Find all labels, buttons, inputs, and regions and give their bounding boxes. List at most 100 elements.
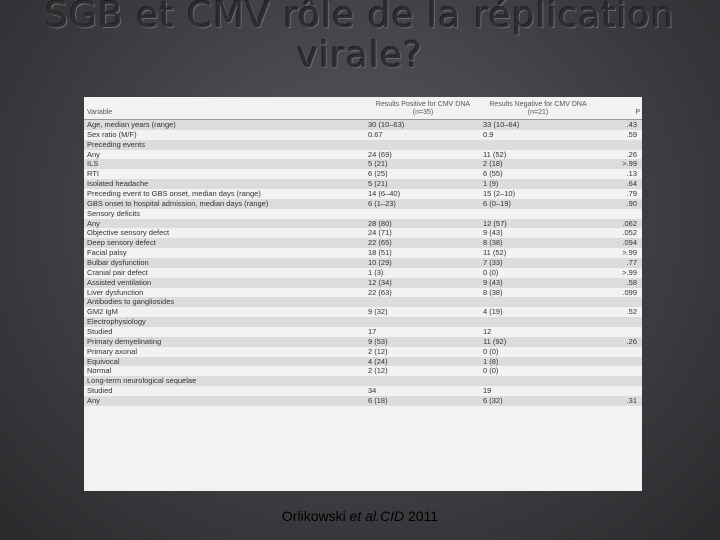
cell-positive: 10 (29) — [365, 258, 480, 268]
cell-variable: Sex ratio (M/F) — [84, 129, 365, 140]
cell-positive: 9 (53) — [365, 336, 480, 347]
cell-p — [595, 327, 642, 337]
cell-p: .13 — [595, 169, 642, 180]
cell-p — [595, 317, 642, 328]
table-row: Antibodies to gangliosides — [84, 297, 642, 308]
cell-p — [595, 346, 642, 357]
table-row: Preceding events — [84, 139, 642, 150]
table-row: GM2 IgM 9 (32) 4 (19) .52 — [84, 307, 642, 318]
cell-positive: 2 (12) — [365, 366, 480, 377]
cell-negative: 4 (19) — [480, 307, 595, 318]
table-row: GBS onset to hospital admission, median … — [84, 198, 642, 209]
cell-variable: Facial palsy — [84, 248, 365, 259]
table-row: Electrophysiology — [84, 317, 642, 328]
table-row: Any 28 (80) 12 (57) .062 — [84, 218, 642, 229]
cell-negative: 11 (92) — [480, 336, 595, 347]
cell-variable: Deep sensory defect — [84, 238, 365, 249]
cell-p: .43 — [595, 119, 642, 130]
cell-p: .77 — [595, 258, 642, 268]
table-row: Cranial pair defect 1 (3) 0 (0) >.99 — [84, 267, 642, 278]
cell-positive: 28 (80) — [365, 218, 480, 229]
cell-p — [595, 376, 642, 387]
cell-p: .52 — [595, 307, 642, 318]
cell-variable: Studied — [84, 386, 365, 397]
citation-etal: et al. — [349, 508, 380, 524]
cell-negative: 0 (0) — [480, 366, 595, 377]
cell-p: .59 — [595, 129, 642, 140]
cell-variable: Any — [84, 396, 365, 406]
cell-negative: 1 (8) — [480, 356, 595, 367]
cell-variable: Any — [84, 149, 365, 160]
header-positive: Results Positive for CMV DNA (n=35) — [365, 97, 480, 120]
cell-positive: 34 — [365, 386, 480, 397]
cell-negative: 9 (43) — [480, 277, 595, 288]
cell-negative: 15 (2–10) — [480, 189, 595, 199]
table-row: Sex ratio (M/F) 0.67 0.9.59 — [84, 129, 642, 140]
cell-variable: Objective sensory defect — [84, 228, 365, 239]
table-row: Facial palsy 18 (51) 11 (52) >.99 — [84, 248, 642, 259]
cell-positive: 1 (3) — [365, 267, 480, 278]
cell-p — [595, 208, 642, 219]
cell-negative: 2 (18) — [480, 159, 595, 170]
cell-negative — [480, 208, 595, 219]
cell-negative: 11 (52) — [480, 248, 595, 259]
cell-variable: Long-term neurological sequelae — [84, 376, 365, 387]
cell-negative: 19 — [480, 386, 595, 397]
table-row: Age, median years (range) 30 (10–63) 33 (1… — [84, 119, 642, 130]
cell-positive — [365, 297, 480, 308]
cell-variable: Any — [84, 218, 365, 229]
table-body: Age, median years (range) 30 (10–63) 33 (1… — [84, 119, 642, 406]
cell-negative: 8 (38) — [480, 238, 595, 249]
cell-variable: GM2 IgM — [84, 307, 365, 318]
cell-positive: 22 (63) — [365, 287, 480, 298]
cell-p: >.99 — [595, 248, 642, 259]
cell-variable: Sensory deficits — [84, 208, 365, 219]
cell-variable: Assisted ventilation — [84, 277, 365, 288]
cell-variable: Antibodies to gangliosides — [84, 297, 365, 308]
cell-variable: Normal — [84, 366, 365, 377]
cell-variable: Primary demyelinating — [84, 336, 365, 347]
table-row: Liver dysfunction 22 (63) 8 (38) .099 — [84, 287, 642, 298]
cell-p — [595, 386, 642, 397]
cell-variable: RTI — [84, 169, 365, 180]
cell-positive: 2 (12) — [365, 346, 480, 357]
cell-positive: 6 (25) — [365, 169, 480, 180]
cell-variable: Cranial pair defect — [84, 267, 365, 278]
citation-year: 2011 — [404, 508, 439, 524]
cell-positive: 0.67 — [365, 129, 480, 140]
cell-positive — [365, 317, 480, 328]
cell-negative: 0 (0) — [480, 346, 595, 357]
cell-p — [595, 366, 642, 377]
cell-p: >.99 — [595, 267, 642, 278]
table-row: ILS 5 (21) 2 (18) >.99 — [84, 159, 642, 170]
cell-positive: 30 (10–63) — [365, 119, 480, 130]
cell-variable: Liver dysfunction — [84, 287, 365, 298]
cell-positive: 9 (32) — [365, 307, 480, 318]
slide-title: SGB et CMV rôle de la réplication virale… — [0, 0, 720, 75]
table-row: Assisted ventilation 12 (34) 9 (43) .58 — [84, 277, 642, 288]
results-table: Variable Results Positive for CMV DNA (n… — [84, 97, 642, 406]
cell-positive: 4 (24) — [365, 356, 480, 367]
cell-positive: 24 (69) — [365, 149, 480, 160]
cell-p — [595, 139, 642, 150]
cell-p: .094 — [595, 238, 642, 249]
cell-negative: 0.9 — [480, 129, 595, 140]
cell-p: >.99 — [595, 159, 642, 170]
cell-negative: 12 — [480, 327, 595, 337]
cell-negative: 12 (57) — [480, 218, 595, 229]
table-row: Isolated headache 5 (21) 1 (9) .64 — [84, 179, 642, 190]
cell-negative: 7 (33) — [480, 258, 595, 268]
cell-positive: 17 — [365, 327, 480, 337]
cell-negative: 6 (0–19) — [480, 198, 595, 209]
cell-positive: 6 (18) — [365, 396, 480, 406]
cell-p: .79 — [595, 189, 642, 199]
table-row: RTI 6 (25) 6 (55) .13 — [84, 169, 642, 180]
table-row: Objective sensory defect 24 (71) 9 (43) .05… — [84, 228, 642, 239]
cell-negative: 8 (38) — [480, 287, 595, 298]
cell-positive — [365, 139, 480, 150]
cell-negative: 11 (52) — [480, 149, 595, 160]
table-row: Studied 34 19 — [84, 386, 642, 397]
cell-variable: Primary axonal — [84, 346, 365, 357]
cell-negative — [480, 376, 595, 387]
cell-variable: Equivocal — [84, 356, 365, 367]
